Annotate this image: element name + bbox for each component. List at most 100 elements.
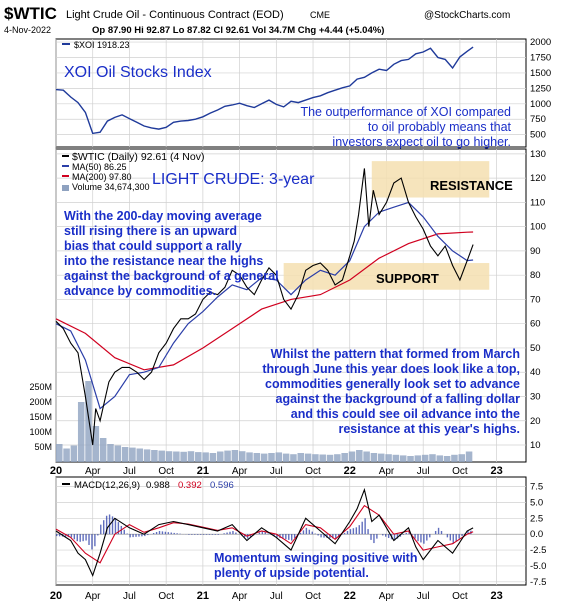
histogram-bar <box>317 534 319 536</box>
volume-bar <box>290 454 297 462</box>
histogram-bar <box>276 534 278 538</box>
macd-legend-swatch <box>62 483 70 485</box>
x-axis-label: Oct <box>305 591 321 602</box>
histogram-bar <box>164 531 167 535</box>
volume-bar <box>319 454 326 462</box>
histogram-bar <box>214 534 217 535</box>
xoi-y-tick: 1000 <box>530 99 551 110</box>
histogram-bar <box>411 534 413 535</box>
volume-bar <box>209 453 217 462</box>
histogram-bar <box>370 534 372 540</box>
histogram-bar <box>358 525 360 535</box>
histogram-bar <box>170 532 172 535</box>
x-axis-label: Jul <box>123 466 136 477</box>
histogram-bar <box>376 534 378 539</box>
histogram-bar <box>138 534 140 537</box>
volume-bar <box>414 455 422 462</box>
x-axis-label: Jul <box>270 591 283 602</box>
histogram-bar <box>285 534 287 540</box>
annotation-line: Momentum swinging positive with <box>214 551 417 565</box>
histogram-bar <box>467 531 469 535</box>
histogram-bar <box>343 532 346 535</box>
price-y-tick: 10 <box>530 440 541 451</box>
x-axis-label: Oct <box>158 466 174 477</box>
histogram-bar <box>338 534 340 537</box>
histogram-bar <box>440 531 443 535</box>
wtic-price-line <box>55 168 474 446</box>
price-grid <box>55 149 526 462</box>
histogram-bar <box>446 534 449 538</box>
price-legend-swatch <box>62 185 69 191</box>
histogram-bar <box>158 531 161 535</box>
histogram-bar <box>293 534 296 538</box>
annotation-line: investors expect oil to go higher. <box>332 135 511 149</box>
volume-y-tick: 200M <box>29 397 52 407</box>
histogram-bar <box>355 527 358 535</box>
x-axis-label: Jul <box>270 466 283 477</box>
histogram-bar <box>305 527 308 535</box>
macd-y-tick: 2.5 <box>530 513 543 524</box>
xoi-y-tick: 1500 <box>530 68 551 79</box>
histogram-bar <box>232 531 234 535</box>
price-legend-entry: MA(200) 97.80 <box>72 172 132 182</box>
histogram-bar <box>423 534 425 544</box>
volume-bar <box>451 454 458 462</box>
histogram-bar <box>76 534 78 542</box>
x-axis-label: 23 <box>491 590 503 602</box>
macd-y-tick: -5.0 <box>530 561 546 572</box>
volume-bar <box>238 451 246 462</box>
volume-bar <box>107 444 114 462</box>
histogram-bar <box>105 515 108 535</box>
volume-bar <box>443 456 451 462</box>
histogram-bar <box>205 534 208 535</box>
histogram-bar <box>382 534 384 536</box>
price-zones <box>283 161 490 290</box>
volume-bar <box>99 438 107 462</box>
histogram-bar <box>56 534 58 537</box>
histogram-bar <box>414 534 416 539</box>
volume-bar <box>224 450 231 462</box>
annotation-line: advance by commodities. <box>64 284 216 298</box>
histogram-bar <box>452 534 454 544</box>
histogram-bar <box>147 534 149 536</box>
price-legend: $WTIC (Daily) 92.61 (4 Nov)MA(50) 86.25M… <box>62 151 204 192</box>
macd-legend-name: MACD(12,26,9) <box>74 480 140 491</box>
header: $WTIC Light Crude Oil - Continuous Contr… <box>4 4 510 36</box>
volume-bar <box>363 451 370 462</box>
xoi-y-tick: 2000 <box>530 37 551 48</box>
volume-bar <box>253 453 261 462</box>
histogram-bar <box>94 534 96 547</box>
annotation-line: against the background of a falling doll… <box>276 392 521 406</box>
histogram-bar <box>455 534 457 542</box>
volume-bar <box>63 448 70 462</box>
histogram-bar <box>64 534 67 537</box>
histogram-bar <box>332 534 334 539</box>
histogram-bar <box>58 534 61 537</box>
xoi-legend: $XOI 1918.23 <box>74 40 130 50</box>
volume-bar <box>173 451 180 462</box>
macd-panel-frame <box>55 476 527 586</box>
histogram-bar <box>79 534 81 542</box>
annotation-line: to oil probably means that <box>368 120 512 134</box>
volume-bar <box>231 450 239 462</box>
annotation-line: against the background of a general <box>64 269 279 283</box>
xoi-y-tick: 1750 <box>530 53 551 64</box>
histogram-bar <box>126 533 128 535</box>
volume-bar <box>180 451 187 462</box>
histogram-bar <box>235 532 237 535</box>
histogram-bar <box>173 532 175 535</box>
x-axis-label: Apr <box>232 591 248 602</box>
x-axis-label: 22 <box>344 465 356 477</box>
price-y-tick: 40 <box>530 367 541 378</box>
macd-panel: 7.5 5.0 2.5 0.0 -2.5 -5.0 -7.5 MACD(12,26,9) 0… <box>55 476 546 588</box>
volume-bar <box>129 447 136 462</box>
macd-y-tick: 5.0 <box>530 497 543 508</box>
histogram-bar <box>426 534 428 541</box>
price-y-tick: 70 <box>530 294 541 305</box>
price-y-tick: 130 <box>530 149 546 160</box>
volume-bar <box>399 455 407 462</box>
volume-bar <box>392 454 400 462</box>
annotation-line: With the 200-day moving average <box>64 209 262 223</box>
histogram-bar <box>88 534 90 545</box>
price-y-tick: 30 <box>530 391 541 402</box>
